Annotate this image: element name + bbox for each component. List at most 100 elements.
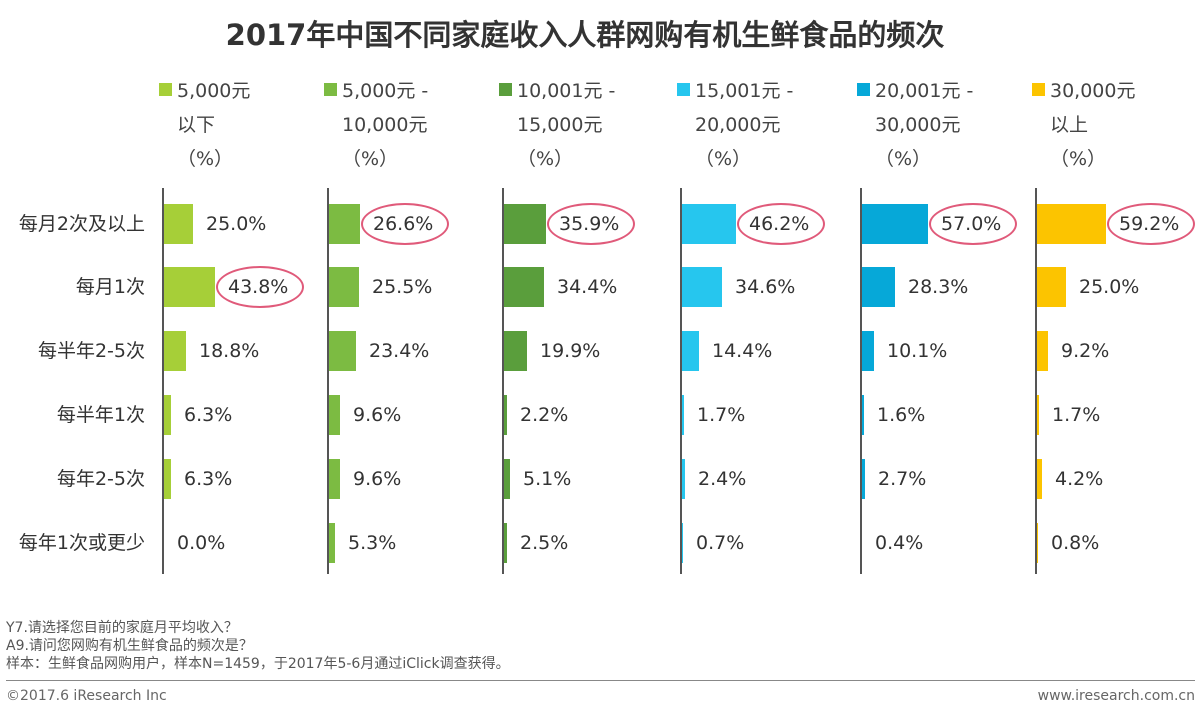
legend-label: 10,001元 - xyxy=(499,74,615,108)
bar xyxy=(504,395,507,435)
legend-swatch xyxy=(677,83,690,96)
legend-entry: 30,000元以上 （%） xyxy=(1032,74,1135,176)
highlight-circle xyxy=(929,203,1017,245)
highlight-circle xyxy=(737,203,825,245)
legend-label: （%） xyxy=(177,148,234,170)
bar xyxy=(1037,395,1039,435)
legend-label: （%） xyxy=(695,148,752,170)
bar xyxy=(164,459,171,499)
row-label: 每年2-5次 xyxy=(56,468,145,490)
bar xyxy=(682,331,699,371)
chart-title: 2017年中国不同家庭收入人群网购有机生鲜食品的频次 xyxy=(225,18,945,52)
legend-entry: 5,000元以下 （%） xyxy=(159,74,250,176)
bar xyxy=(504,267,544,307)
data-label: 1.7% xyxy=(697,404,746,426)
bar xyxy=(164,331,186,371)
bar xyxy=(164,204,193,244)
bar xyxy=(682,204,736,244)
bar xyxy=(504,331,527,371)
legend-entry: 20,001元 - 30,000元 （%） xyxy=(857,74,973,176)
bar xyxy=(862,267,895,307)
survey-notes: Y7.请选择您目前的家庭月平均收入？ A9.请问您网购有机生鲜食品的频次是？ 样… xyxy=(6,619,510,673)
bar xyxy=(1037,331,1048,371)
highlight-circle xyxy=(216,266,304,308)
bar xyxy=(164,395,171,435)
data-label: 19.9% xyxy=(540,340,601,362)
legend-label: 以下 xyxy=(177,114,216,136)
bar xyxy=(329,523,335,563)
row-label: 每月2次及以上 xyxy=(18,213,145,235)
legend-swatch xyxy=(1032,83,1045,96)
data-label: 14.4% xyxy=(712,340,773,362)
bar xyxy=(329,459,340,499)
bar xyxy=(164,267,215,307)
data-label: 25.0% xyxy=(1079,276,1140,298)
bar xyxy=(862,395,864,435)
data-label: 34.4% xyxy=(557,276,618,298)
website-link[interactable]: www.iresearch.com.cn xyxy=(1037,688,1195,704)
note-line: Y7.请选择您目前的家庭月平均收入？ xyxy=(6,620,238,636)
data-label: 9.6% xyxy=(353,468,402,490)
legend-swatch xyxy=(857,83,870,96)
legend-label: 15,000元 xyxy=(517,114,603,136)
bar xyxy=(329,204,360,244)
category-axis xyxy=(162,188,164,574)
legend-swatch xyxy=(159,83,172,96)
highlight-circle xyxy=(1107,203,1195,245)
row-label: 每年1次或更少 xyxy=(18,532,145,554)
data-label: 10.1% xyxy=(887,340,948,362)
data-label: 1.6% xyxy=(877,404,926,426)
bar xyxy=(862,331,874,371)
legend-entry: 15,001元 - 20,000元 （%） xyxy=(677,74,793,176)
data-label: 0.0% xyxy=(177,532,226,554)
bar xyxy=(682,459,685,499)
data-label: 25.5% xyxy=(372,276,433,298)
legend-entry: 10,001元 - 15,000元 （%） xyxy=(499,74,615,176)
legend-label: 30,000元 xyxy=(1032,74,1135,108)
category-axis xyxy=(502,188,504,574)
legend-label: 15,001元 - xyxy=(677,74,793,108)
legend-label: 以上 xyxy=(1050,114,1089,136)
legend-label: 20,001元 - xyxy=(857,74,973,108)
data-label: 0.7% xyxy=(696,532,745,554)
data-label: 2.2% xyxy=(520,404,569,426)
bar xyxy=(504,523,507,563)
bar xyxy=(862,459,865,499)
bar xyxy=(329,395,340,435)
data-label: 9.2% xyxy=(1061,340,1110,362)
data-label: 2.4% xyxy=(698,468,747,490)
note-line: A9.请问您网购有机生鲜食品的频次是？ xyxy=(6,638,253,654)
data-label: 0.8% xyxy=(1051,532,1100,554)
category-axis xyxy=(327,188,329,574)
data-label: 18.8% xyxy=(199,340,260,362)
bar xyxy=(1037,204,1106,244)
legend-entry: 5,000元 - 10,000元 （%） xyxy=(324,74,428,176)
bar xyxy=(862,204,928,244)
legend-label: （%） xyxy=(342,148,399,170)
legend-label: 10,000元 xyxy=(342,114,428,136)
bar xyxy=(1037,459,1042,499)
category-axis xyxy=(860,188,862,574)
legend-label: 5,000元 xyxy=(159,74,250,108)
data-label: 2.5% xyxy=(520,532,569,554)
bar xyxy=(1037,267,1066,307)
legend-label: 30,000元 xyxy=(875,114,961,136)
legend-label: （%） xyxy=(875,148,932,170)
category-axis xyxy=(680,188,682,574)
legend-label: 20,000元 xyxy=(695,114,781,136)
legend-swatch xyxy=(324,83,337,96)
data-label: 0.4% xyxy=(875,532,924,554)
data-label: 6.3% xyxy=(184,404,233,426)
data-label: 25.0% xyxy=(206,213,267,235)
bar xyxy=(682,395,684,435)
highlight-circle xyxy=(361,203,449,245)
category-axis xyxy=(1035,188,1037,574)
data-label: 6.3% xyxy=(184,468,233,490)
data-label: 4.2% xyxy=(1055,468,1104,490)
legend-label: （%） xyxy=(517,148,574,170)
bar xyxy=(329,331,356,371)
copyright-text: ©2017.6 iResearch Inc xyxy=(6,688,167,704)
highlight-circle xyxy=(547,203,635,245)
bar xyxy=(329,267,359,307)
legend-label: （%） xyxy=(1050,148,1107,170)
